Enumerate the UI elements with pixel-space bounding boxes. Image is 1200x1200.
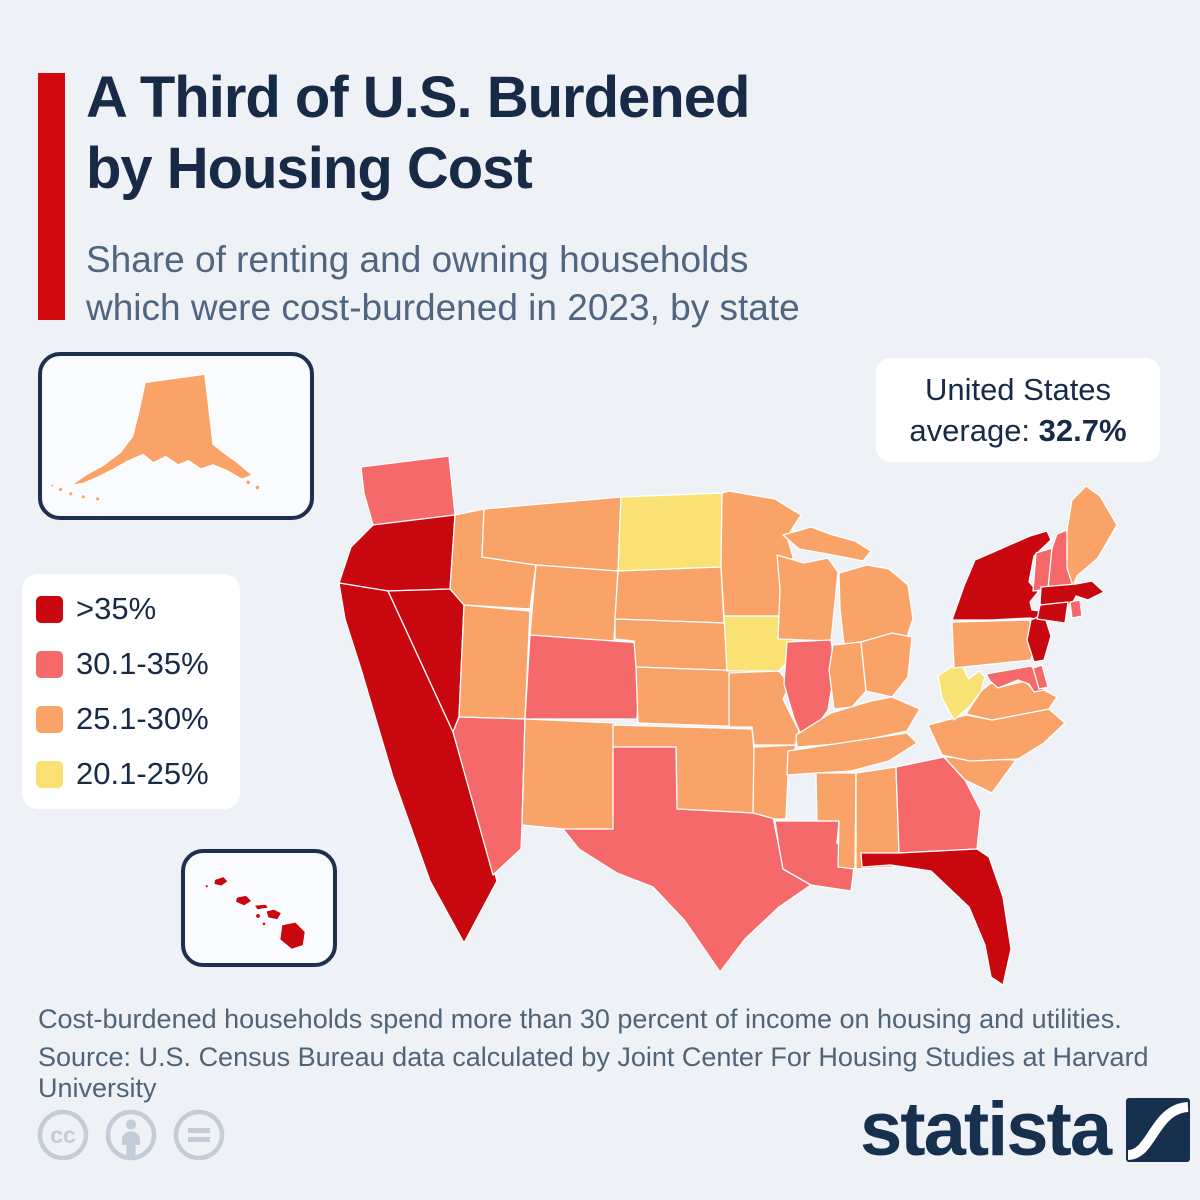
legend-swatch-25-30-icon xyxy=(36,705,63,733)
legend-item: 20.1-25% xyxy=(36,756,226,792)
state-pennsylvania xyxy=(951,619,1038,669)
state-washington xyxy=(360,455,456,526)
statista-branding: statista xyxy=(860,1087,1191,1172)
us-average-line2: average: 32.7% xyxy=(909,413,1127,448)
statista-logo-icon xyxy=(1126,1098,1191,1162)
legend-item: 30.1-35% xyxy=(36,646,226,682)
state-ohio xyxy=(860,632,913,698)
alaska-map xyxy=(49,373,261,502)
footer-note: Cost-burdened households spend more than… xyxy=(38,1004,1122,1034)
legend-label: >35% xyxy=(76,591,157,626)
state-maine xyxy=(1066,485,1118,587)
state-wisconsin xyxy=(776,554,839,642)
footer-source: Source: U.S. Census Bureau data calculat… xyxy=(38,1042,1149,1103)
state-colorado xyxy=(524,634,642,720)
legend: >35% 30.1-35% 25.1-30% 20.1-25% xyxy=(22,574,240,809)
statista-wordmark: statista xyxy=(860,1087,1112,1172)
svg-text:cc: cc xyxy=(50,1122,76,1148)
legend-item: 25.1-30% xyxy=(36,701,226,737)
title-accent-bar xyxy=(38,73,65,320)
state-delaware xyxy=(1032,664,1049,690)
us-average-value: 32.7% xyxy=(1038,413,1127,448)
hawaii-map xyxy=(204,875,307,951)
state-alaska xyxy=(49,373,261,502)
alaska-inset-box xyxy=(38,352,314,520)
page-title-line2: by Housing Cost xyxy=(86,136,533,201)
us-choropleth-map xyxy=(330,428,1150,998)
state-michigan xyxy=(782,526,914,646)
page-title: A Third of U.S. Burdened by Housing Cost xyxy=(86,62,750,204)
state-south-dakota xyxy=(614,566,725,624)
state-indiana xyxy=(828,641,867,710)
state-new-mexico xyxy=(521,718,616,830)
state-kentucky xyxy=(795,696,921,748)
state-new-york xyxy=(951,530,1067,625)
no-derivatives-icon xyxy=(173,1109,225,1161)
attribution-icon xyxy=(105,1109,157,1161)
state-texas xyxy=(562,746,812,973)
hawaii-inset-box xyxy=(181,849,337,967)
state-florida xyxy=(860,848,1012,986)
legend-label: 30.1-35% xyxy=(76,646,209,681)
us-average-callout: United States average: 32.7% xyxy=(876,358,1160,462)
legend-swatch-30-35-icon xyxy=(36,650,63,678)
state-rhode-island xyxy=(1069,599,1083,619)
state-arkansas xyxy=(752,744,797,820)
license-icons: cc xyxy=(36,1108,226,1162)
legend-item: >35% xyxy=(36,591,226,627)
page-subtitle: Share of renting and owning households w… xyxy=(86,236,800,332)
page-title-line1: A Third of U.S. Burdened xyxy=(86,65,750,130)
legend-swatch-20-25-icon xyxy=(36,760,63,788)
state-hawaii xyxy=(204,875,307,951)
state-utah xyxy=(458,604,531,720)
legend-label: 25.1-30% xyxy=(76,701,209,736)
state-tennessee xyxy=(786,732,918,776)
legend-label: 20.1-25% xyxy=(76,756,209,791)
state-oregon xyxy=(338,514,456,592)
state-north-dakota xyxy=(617,492,723,572)
state-wyoming xyxy=(529,564,619,642)
page-subtitle-line1: Share of renting and owning households xyxy=(86,239,749,280)
page-subtitle-line2: which were cost-burdened in 2023, by sta… xyxy=(86,287,800,328)
state-montana xyxy=(481,496,622,572)
legend-swatch-gt35-icon xyxy=(36,595,63,623)
creative-commons-icon: cc xyxy=(37,1109,89,1161)
state-connecticut xyxy=(1036,601,1069,624)
us-average-line1: United States xyxy=(924,372,1112,407)
